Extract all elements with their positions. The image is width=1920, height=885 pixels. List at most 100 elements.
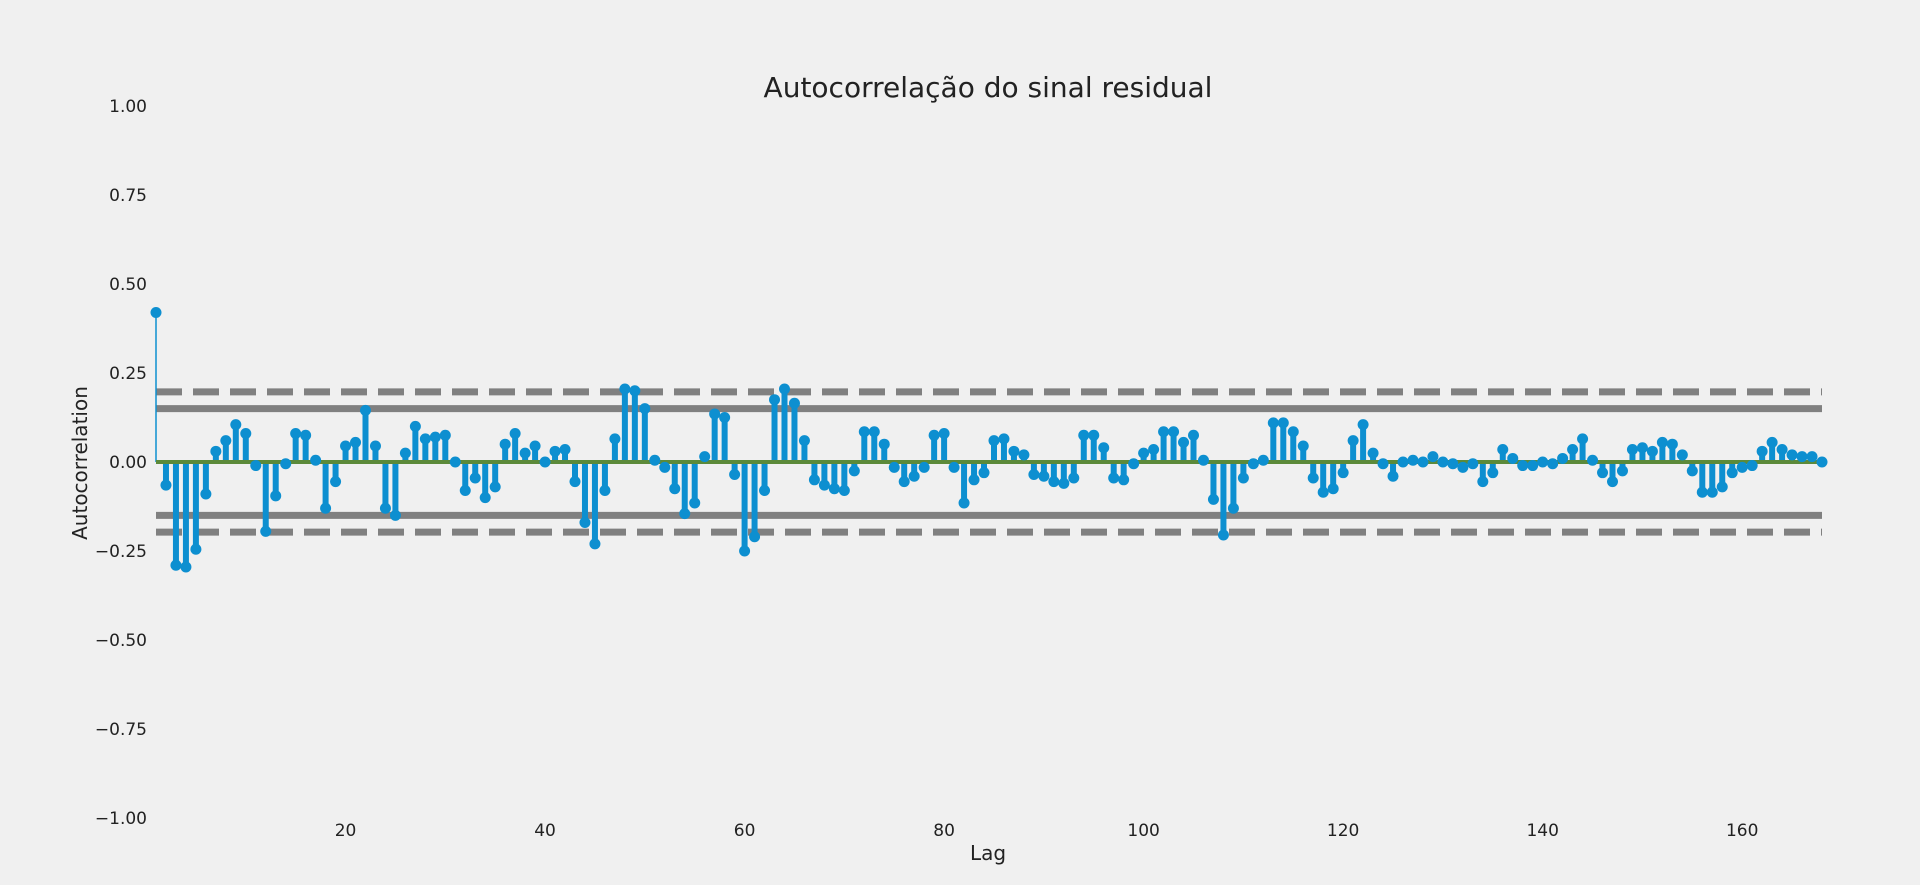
marker: [878, 438, 890, 450]
marker: [1178, 436, 1190, 448]
marker: [310, 454, 322, 466]
marker: [679, 508, 691, 520]
marker: [210, 445, 222, 457]
marker: [609, 433, 621, 445]
marker: [1477, 476, 1489, 488]
marker: [1597, 467, 1609, 479]
x-axis-label: Lag: [970, 841, 1006, 865]
marker: [1467, 458, 1479, 470]
marker: [1776, 444, 1788, 456]
y-tick-label: 0.75: [109, 186, 147, 206]
marker: [1118, 474, 1130, 486]
marker: [300, 429, 312, 441]
marker: [1138, 447, 1150, 459]
marker: [1736, 461, 1748, 473]
marker: [729, 468, 741, 480]
marker: [599, 484, 611, 496]
marker: [1537, 456, 1549, 468]
marker: [160, 479, 172, 491]
marker: [898, 476, 910, 488]
marker: [699, 451, 711, 463]
marker: [1247, 458, 1259, 470]
marker: [190, 543, 202, 555]
marker: [1287, 426, 1299, 438]
marker: [1058, 477, 1070, 489]
marker: [290, 428, 302, 440]
marker: [1527, 460, 1539, 472]
marker: [858, 426, 870, 438]
marker: [1267, 417, 1279, 429]
marker: [938, 428, 950, 440]
marker: [1696, 486, 1708, 498]
marker: [1188, 429, 1200, 441]
marker: [1766, 436, 1778, 448]
y-tick-labels: 1.00 0.75 0.50 0.25 0.00 −0.25 −0.50 −0.75 −1.00: [95, 97, 147, 829]
marker: [1088, 429, 1100, 441]
chart-title: Autocorrelação do sinal residual: [764, 71, 1213, 104]
x-tick-label: 60: [734, 821, 756, 841]
marker: [998, 433, 1010, 445]
marker: [1686, 465, 1698, 477]
marker: [1666, 438, 1678, 450]
marker: [1706, 486, 1718, 498]
marker: [1656, 436, 1668, 448]
marker: [569, 476, 581, 488]
marker: [1397, 456, 1409, 468]
marker: [798, 435, 810, 447]
marker: [689, 497, 701, 509]
x-tick-label: 120: [1327, 821, 1359, 841]
marker: [1427, 451, 1439, 463]
marker: [1048, 476, 1060, 488]
marker: [429, 431, 441, 443]
marker: [1038, 470, 1050, 482]
marker: [350, 436, 362, 448]
marker: [359, 404, 371, 416]
marker: [1557, 452, 1569, 464]
marker: [1437, 456, 1449, 468]
x-tick-label: 80: [933, 821, 955, 841]
marker: [399, 447, 411, 459]
marker: [838, 484, 850, 496]
marker: [948, 461, 960, 473]
marker: [1227, 502, 1239, 514]
marker: [1407, 454, 1419, 466]
marker: [1237, 472, 1249, 484]
marker: [1587, 454, 1599, 466]
x-tick-label: 20: [335, 821, 357, 841]
marker: [1307, 472, 1319, 484]
marker: [379, 502, 391, 514]
marker: [260, 525, 272, 537]
marker: [340, 440, 352, 452]
marker: [769, 394, 781, 406]
marker: [559, 444, 571, 456]
marker: [818, 479, 830, 491]
marker: [1726, 467, 1738, 479]
marker: [240, 428, 252, 440]
marker: [1317, 486, 1329, 498]
marker: [499, 438, 511, 450]
marker: [579, 517, 591, 529]
y-tick-label: −1.00: [95, 809, 147, 829]
x-tick-label: 100: [1127, 821, 1159, 841]
marker: [1636, 442, 1648, 454]
marker: [808, 474, 820, 486]
marker: [1168, 426, 1180, 438]
marker: [749, 531, 761, 543]
marker: [978, 467, 990, 479]
marker: [1547, 458, 1559, 470]
marker: [539, 456, 551, 468]
marker: [1367, 447, 1379, 459]
marker: [220, 435, 232, 447]
marker: [1786, 449, 1798, 461]
marker: [739, 545, 751, 557]
marker: [200, 488, 212, 500]
marker: [1716, 481, 1728, 493]
marker: [250, 460, 262, 472]
marker: [988, 435, 1000, 447]
marker: [888, 461, 900, 473]
marker: [1148, 444, 1160, 456]
confidence-bands: [156, 388, 1822, 536]
marker: [1068, 472, 1080, 484]
